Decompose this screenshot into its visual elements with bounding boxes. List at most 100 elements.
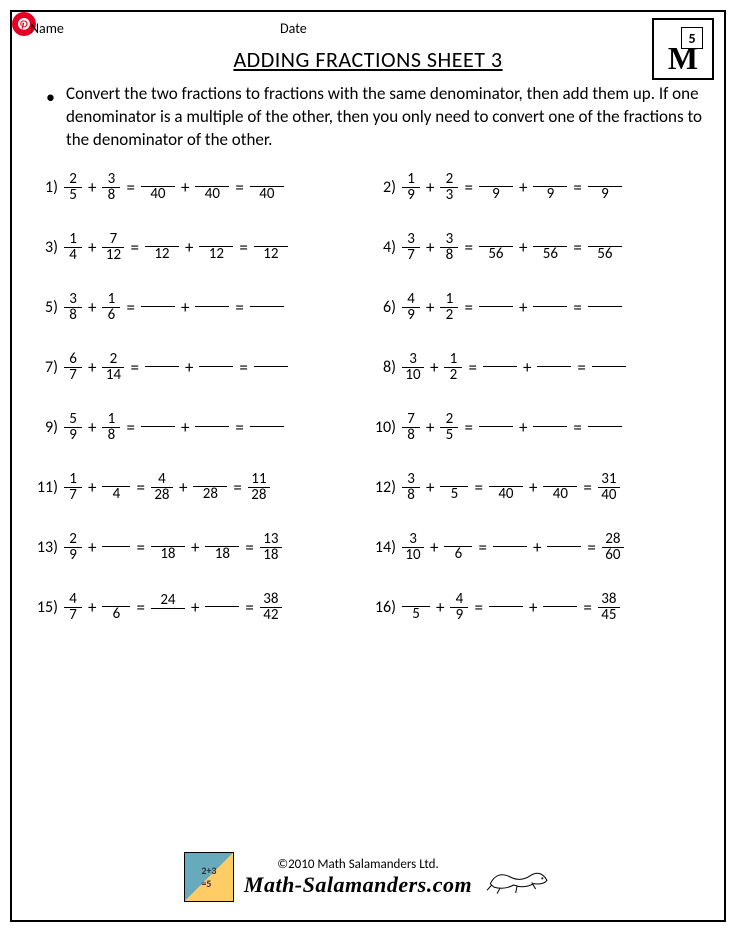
operator: = — [126, 177, 134, 198]
fraction: 6 — [444, 534, 472, 562]
blank-denominator — [199, 367, 233, 381]
operator: + — [519, 297, 527, 318]
operator: = — [474, 477, 482, 498]
blank-denominator — [533, 427, 567, 441]
operator: = — [245, 537, 253, 558]
fraction: 14 — [64, 232, 82, 263]
operator: = — [464, 177, 472, 198]
fraction: 67 — [64, 352, 82, 383]
blank-denominator — [250, 307, 284, 321]
denominator: 40 — [148, 187, 167, 202]
numerator: 3 — [65, 292, 81, 307]
denominator: 7 — [65, 488, 81, 503]
operator: = — [235, 417, 243, 438]
fraction — [141, 294, 175, 321]
bullet-icon: • — [46, 85, 55, 109]
blank-numerator — [533, 174, 567, 186]
blank-numerator — [588, 294, 622, 306]
fraction: 18 — [102, 412, 120, 443]
fraction: 56 — [533, 234, 567, 262]
footer-copyright: ©2010 Math Salamanders Ltd. — [244, 857, 472, 872]
date-label: Date — [280, 20, 307, 37]
blank-denominator — [588, 427, 622, 441]
operator: = — [474, 597, 482, 618]
numerator: 1 — [403, 172, 419, 187]
denominator: 18 — [158, 547, 177, 562]
problem: 14)310+6=+=2860 — [368, 526, 706, 570]
operator: = — [464, 417, 472, 438]
denominator: 6 — [103, 308, 119, 323]
numerator: 4 — [451, 592, 467, 607]
blank-numerator — [402, 594, 430, 606]
blank-numerator — [141, 294, 175, 306]
denominator: 18 — [213, 547, 232, 562]
denominator: 10 — [403, 548, 422, 563]
problem-number: 5) — [30, 298, 58, 317]
fraction — [250, 294, 284, 321]
fraction: 6 — [102, 594, 130, 622]
salamander-icon — [482, 857, 552, 897]
operator: + — [88, 597, 96, 618]
operator: = — [573, 417, 581, 438]
denominator: 9 — [451, 608, 467, 623]
fraction — [543, 594, 577, 621]
fraction: 310 — [402, 532, 424, 563]
blank-numerator — [145, 354, 179, 366]
denominator: 40 — [551, 487, 570, 502]
blank-numerator — [533, 414, 567, 426]
blank-denominator — [250, 427, 284, 441]
blank-denominator — [489, 607, 523, 621]
denominator: 8 — [65, 308, 81, 323]
problem-number: 1) — [30, 178, 58, 197]
fraction: 49 — [450, 592, 468, 623]
operator: + — [88, 537, 96, 558]
blank-numerator — [479, 174, 513, 186]
fraction: 28 — [193, 474, 227, 502]
blank-numerator — [205, 594, 239, 606]
fraction — [489, 594, 523, 621]
numerator: 28 — [603, 532, 622, 547]
problem: 16)5+49=+=3845 — [368, 586, 706, 630]
operator: + — [191, 537, 199, 558]
operator: + — [426, 177, 434, 198]
fraction — [254, 354, 288, 381]
numerator: 1 — [441, 292, 457, 307]
blank-numerator — [195, 414, 229, 426]
blank-numerator — [588, 234, 622, 246]
blank-numerator — [205, 534, 239, 546]
denominator: 8 — [103, 428, 119, 443]
blank-numerator — [102, 474, 130, 486]
operator: = — [235, 177, 243, 198]
operator: + — [181, 297, 189, 318]
numerator: 7 — [403, 412, 419, 427]
blank-denominator — [588, 307, 622, 321]
operator: + — [181, 177, 189, 198]
operator: + — [185, 237, 193, 258]
numerator: 3 — [403, 472, 419, 487]
denominator: 40 — [496, 487, 515, 502]
fraction: 712 — [102, 232, 124, 263]
fraction — [479, 294, 513, 321]
fraction — [205, 594, 239, 621]
blank-denominator — [205, 607, 239, 621]
fraction — [533, 294, 567, 321]
fraction: 428 — [151, 472, 173, 503]
numerator: 3 — [405, 352, 421, 367]
blank-denominator — [493, 547, 527, 561]
numerator: 1 — [103, 412, 119, 427]
operator: + — [179, 477, 187, 498]
blank-denominator — [537, 367, 571, 381]
blank-numerator — [493, 534, 527, 546]
fraction: 38 — [102, 172, 120, 203]
numerator: 1 — [65, 232, 81, 247]
operator: + — [88, 177, 96, 198]
blank-numerator — [250, 174, 284, 186]
problem-number: 11) — [30, 478, 58, 497]
operator: + — [519, 237, 527, 258]
blank-denominator — [195, 307, 229, 321]
operator: = — [464, 237, 472, 258]
blank-numerator — [199, 354, 233, 366]
blank-numerator — [547, 534, 581, 546]
fraction — [102, 534, 130, 561]
blank-numerator — [254, 234, 288, 246]
